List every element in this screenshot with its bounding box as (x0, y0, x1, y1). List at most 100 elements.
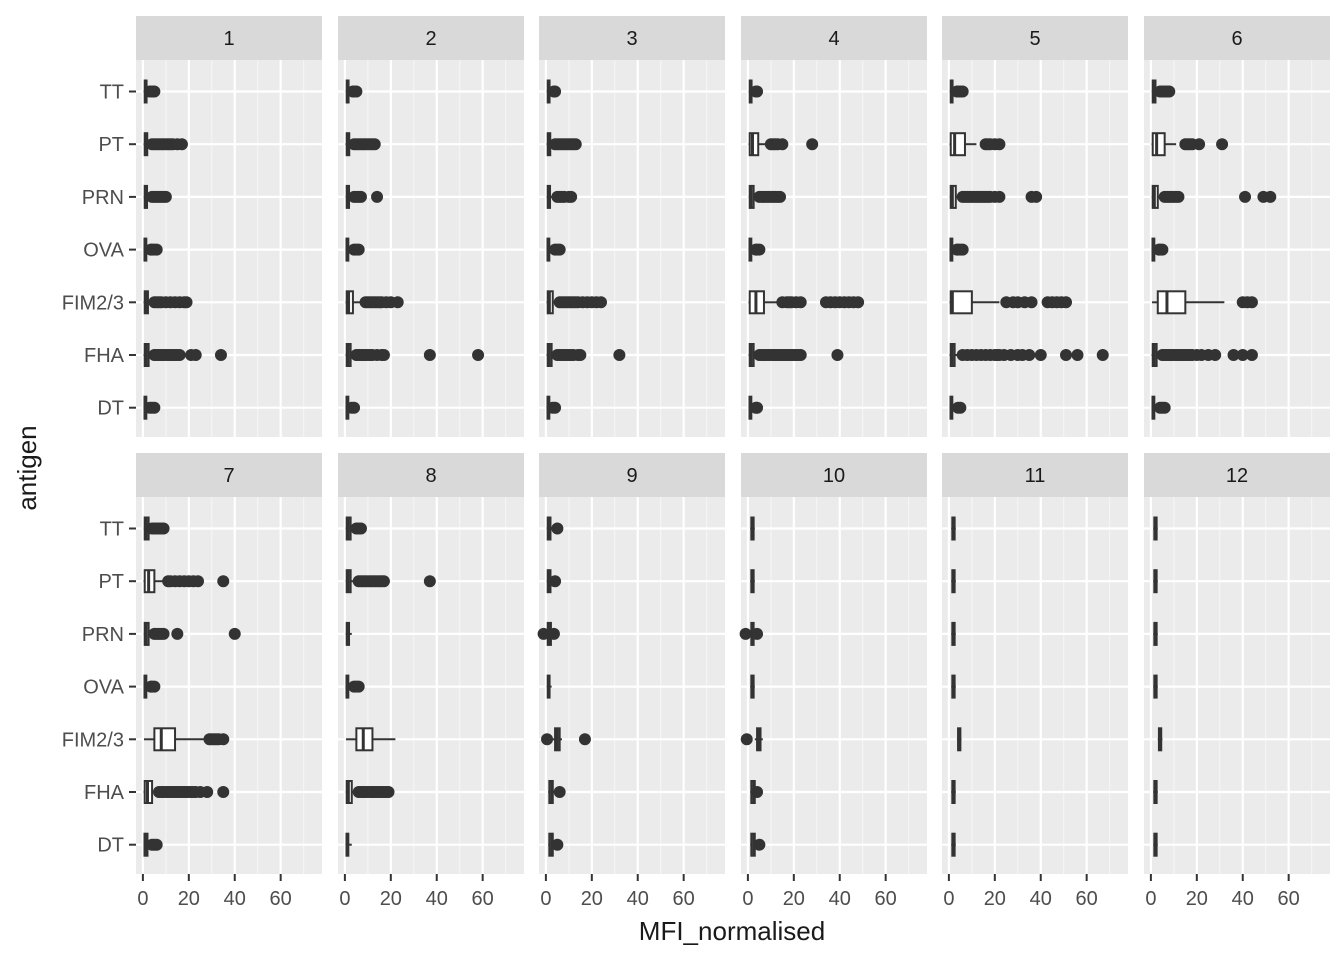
box-ova (345, 674, 365, 699)
box-fha (143, 343, 227, 367)
box-ova (546, 674, 552, 699)
outlier-point (993, 190, 1006, 203)
box-fha (345, 343, 485, 367)
box-fim23 (1152, 290, 1258, 315)
x-tick-label: 60 (270, 888, 292, 910)
facet-strip (539, 453, 725, 497)
outlier-point (551, 838, 564, 851)
outlier-point (423, 575, 436, 588)
box-pt (143, 569, 230, 594)
outlier-point (423, 349, 436, 361)
outlier-point (1034, 349, 1047, 361)
outlier-point (1025, 296, 1038, 309)
x-tick-label: 20 (380, 888, 402, 910)
x-tick-label: 60 (472, 888, 494, 910)
box-fha (143, 780, 230, 804)
facet-strip-label: 9 (626, 465, 637, 487)
facet-strip-label: 3 (626, 28, 637, 50)
box-tt (951, 516, 956, 541)
outlier-point (740, 733, 753, 746)
outlier-point (391, 296, 404, 309)
y-tick-label: PRN (82, 624, 124, 646)
box-prn (1153, 621, 1158, 646)
outlier-point (954, 401, 967, 414)
outlier-point (565, 190, 578, 203)
y-tick-label: OVA (83, 240, 124, 262)
box-iqr (949, 132, 966, 157)
outlier-point (148, 85, 161, 98)
box-fim23 (144, 727, 230, 752)
x-tick-label: 20 (178, 888, 200, 910)
outlier-point (189, 349, 202, 361)
x-tick-label: 20 (581, 888, 603, 910)
outlier-point (956, 85, 969, 98)
box-dt (143, 395, 161, 420)
box-prn (546, 184, 578, 209)
facet-strip (741, 16, 927, 60)
box-fha (548, 780, 566, 804)
box-fha (1151, 343, 1258, 367)
outlier-point (537, 627, 550, 640)
box-iqr (153, 727, 177, 752)
box-prn (748, 184, 787, 209)
box-prn (345, 621, 352, 646)
x-tick-label: 0 (742, 888, 753, 910)
box-fim23 (748, 290, 865, 315)
box-tt (1151, 79, 1176, 104)
y-tick-label: FIM2/3 (62, 292, 124, 314)
facet-strip-label: 11 (1025, 465, 1046, 487)
outlier-point (541, 733, 554, 746)
x-tick-label: 60 (875, 888, 897, 910)
box-pt (143, 132, 188, 157)
outlier-point (228, 627, 241, 640)
facet-strip (942, 453, 1128, 497)
facet-strip (338, 16, 524, 60)
box-tt (949, 79, 969, 104)
box-pt (750, 569, 755, 594)
facet-panel-8: 8 0 20 40 60 (338, 453, 524, 910)
facet-strip (942, 16, 1128, 60)
box-pt (546, 132, 582, 157)
facet-panel-12: 12 0 20 40 60 (1144, 453, 1330, 910)
outlier-point (595, 296, 607, 309)
outlier-point (1209, 349, 1222, 361)
outlier-point (852, 296, 865, 309)
box-dt (548, 832, 564, 857)
outlier-point (1060, 349, 1072, 361)
outlier-point (354, 522, 367, 535)
box-tt (143, 79, 161, 104)
facet-panel-2: 2 (338, 16, 524, 437)
x-tick-label: 40 (829, 888, 851, 910)
box-ova (748, 237, 766, 262)
outlier-point (553, 243, 566, 256)
box-pt (546, 569, 562, 594)
box-fim23 (1157, 727, 1163, 752)
box-dt (1151, 395, 1171, 420)
y-tick-label: DT (97, 398, 124, 420)
facet-panel-1: 1 TT PT PRN OVA FIM2/3 FHA DT (62, 16, 322, 437)
box-iqr (1156, 290, 1187, 315)
outlier-point (574, 349, 587, 361)
outlier-point (613, 349, 626, 361)
box-prn (345, 184, 384, 209)
box-dt (1153, 832, 1158, 857)
outlier-point (352, 243, 365, 256)
facet-strip-label: 2 (425, 28, 436, 50)
facet-panel-9: 9 0 20 40 60 (537, 453, 725, 910)
outlier-point (753, 838, 766, 851)
outlier-point (1239, 190, 1252, 203)
outlier-point (1158, 401, 1171, 414)
facet-panel-3: 3 (539, 16, 725, 437)
box-fim23 (541, 727, 591, 752)
box-ova (750, 674, 755, 699)
box-pt (345, 132, 381, 157)
outlier-point (1060, 296, 1072, 309)
outlier-point (753, 243, 766, 256)
outlier-point (751, 401, 764, 414)
box-tt (1153, 516, 1158, 541)
x-tick-label: 40 (224, 888, 246, 910)
outlier-point (1163, 85, 1176, 98)
facet-strip (539, 16, 725, 60)
outlier-point (159, 190, 172, 203)
outlier-point (350, 85, 363, 98)
